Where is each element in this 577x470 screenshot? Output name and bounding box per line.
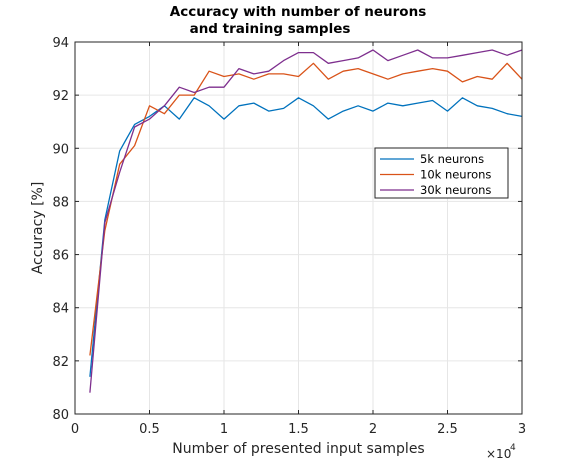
x-tick-label: 0.5 <box>139 422 160 437</box>
x-tick-label: 2.5 <box>437 422 458 437</box>
series-line-2 <box>89 62 523 356</box>
y-axis-label: Accuracy [%] <box>30 182 46 275</box>
y-tick-label: 94 <box>52 36 69 51</box>
y-tick-label: 80 <box>52 408 69 423</box>
x-tick-label: 1 <box>220 422 228 437</box>
y-tick-label: 86 <box>52 249 69 264</box>
y-tick-label: 92 <box>52 89 69 104</box>
y-tick-label: 88 <box>52 195 69 210</box>
x-axis-exponent-power: 4 <box>510 443 516 453</box>
series-line-3 <box>89 49 523 393</box>
legend-label-3: 30k neurons <box>420 183 491 197</box>
x-tick-label: 1.5 <box>288 422 309 437</box>
y-tick-label: 90 <box>52 142 69 157</box>
x-axis-label: Number of presented input samples <box>172 441 424 457</box>
chart-title-line-2: and training samples <box>190 21 351 37</box>
legend-label-1: 5k neurons <box>420 152 484 166</box>
y-tick-label: 82 <box>52 355 69 370</box>
chart-title-line-1: Accuracy with number of neurons <box>170 4 426 20</box>
x-tick-label: 0 <box>71 422 79 437</box>
y-tick-label: 84 <box>52 302 69 317</box>
legend-label-2: 10k neurons <box>420 168 491 182</box>
x-axis-exponent-base: ×10 <box>486 447 511 461</box>
x-tick-label: 3 <box>518 422 526 437</box>
x-tick-label: 2 <box>369 422 377 437</box>
